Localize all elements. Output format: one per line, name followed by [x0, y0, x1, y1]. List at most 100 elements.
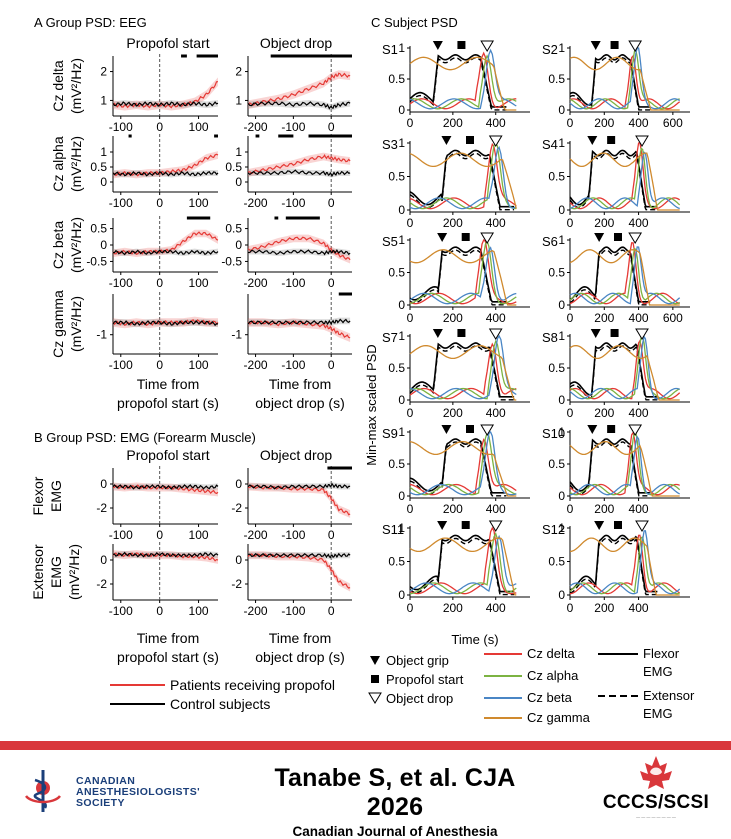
xlabel-propofol-line1: Time from: [137, 630, 199, 646]
flexor-emg-line: [409, 149, 515, 208]
y-tick-label: 0.5: [388, 266, 405, 280]
control-series-line: [247, 169, 351, 177]
y-tick-label: 0.5: [548, 555, 565, 569]
row-label-eeg: Cz beta: [50, 221, 66, 269]
propofol-start-marker: [607, 136, 616, 144]
y-tick-label: 0: [100, 553, 107, 567]
legend-band-label: Cz gamma: [527, 710, 591, 725]
y-tick-label: 0: [235, 175, 242, 189]
object-grip-marker: [590, 329, 601, 338]
y-tick-label: 0: [235, 553, 242, 567]
row-label-eeg: Cz alpha: [50, 136, 66, 191]
cas-logo: CANADIAN ANESTHESIOLOGISTS' SOCIETY: [18, 766, 248, 816]
y-tick-label: -2: [96, 501, 107, 515]
object-drop-marker: [628, 424, 643, 436]
extensor-emg-line: [569, 441, 651, 497]
xlabel-drop-line1: Time from: [269, 376, 331, 392]
y-tick-label: -0.5: [86, 254, 107, 268]
subject-plot-s2: 0 0.5 1 0 200 400 600 S2: [542, 40, 690, 130]
eeg-plot-r2-c0: -100 0 100 0 0.5 -0.5: [86, 216, 219, 290]
object-grip-marker: [441, 425, 452, 434]
y-tick-label: 0.5: [225, 160, 242, 174]
x-tick-label: 0: [567, 502, 574, 516]
flexor-emg-line: [569, 534, 658, 593]
y-tick-label: 0: [558, 203, 565, 217]
x-tick-label: -200: [244, 196, 268, 210]
row-label-units: (mV²/Hz): [68, 136, 84, 192]
propofol-ci-band: [248, 70, 351, 110]
subject-label: S12: [542, 522, 565, 537]
y-tick-label: 0.5: [388, 170, 405, 184]
y-tick-label: 1: [558, 233, 565, 247]
control-series-line: [112, 249, 219, 256]
subject-plot-s3: 0 0.5 1 0 200 400 S3: [382, 135, 530, 230]
x-tick-label: -200: [244, 358, 268, 372]
object-drop-marker: [635, 328, 649, 340]
x-tick-label: 200: [443, 311, 463, 325]
x-tick-label: 0: [567, 116, 574, 130]
x-tick-label: 100: [189, 276, 209, 290]
panel-c-ylabel: Min-max scaled PSD: [364, 344, 379, 465]
eeg-band-line: [409, 239, 517, 305]
y-tick-label: 0.5: [90, 160, 107, 174]
x-tick-label: -200: [244, 604, 268, 618]
x-tick-label: 0: [328, 276, 335, 290]
y-tick-label: 0.5: [388, 361, 405, 375]
eeg-band-line: [569, 344, 680, 401]
object-drop-marker: [488, 328, 503, 340]
cas-line-3: SOCIETY: [76, 797, 125, 809]
y-tick-label: 0.5: [388, 72, 405, 86]
y-tick-label: 0.5: [548, 266, 565, 280]
eeg-band-line: [409, 54, 517, 110]
y-tick-label: 0: [398, 588, 405, 602]
y-tick-label: 0: [398, 298, 405, 312]
eeg-band-line: [409, 344, 517, 401]
x-tick-label: 0: [407, 502, 414, 516]
eeg-band-line: [569, 56, 680, 111]
object-grip-marker: [587, 425, 598, 434]
propofol-start-marker: [610, 41, 619, 49]
eeg-band-line: [409, 430, 517, 496]
x-tick-label: 200: [443, 601, 463, 615]
eeg-band-line: [569, 49, 680, 110]
cccs-text: CCCS/SCSI: [602, 792, 710, 813]
legend-extensor-line1: Extensor: [643, 688, 695, 703]
x-tick-label: 400: [629, 311, 649, 325]
x-tick-label: 0: [156, 604, 163, 618]
row-label-eeg: Cz gamma: [50, 290, 66, 358]
eeg-plot-r3-c1: -200 -100 0 -1: [231, 292, 352, 372]
propofol-ci-band: [113, 77, 218, 111]
x-tick-label: 0: [328, 604, 335, 618]
x-tick-label: 400: [486, 406, 506, 420]
eeg-band-line: [409, 440, 517, 497]
object-drop-marker: [635, 135, 649, 147]
eeg-band-line: [409, 537, 517, 596]
y-tick-label: -1: [231, 328, 242, 342]
x-tick-label: 0: [156, 196, 163, 210]
object-drop-marker: [635, 520, 649, 532]
propofol-series-line: [112, 319, 219, 327]
x-tick-label: 0: [407, 216, 414, 230]
y-tick-label: 1: [398, 425, 405, 439]
subject-plot-s5: 0 0.5 1 0 200 400 S5: [382, 232, 530, 325]
x-tick-label: 0: [407, 406, 414, 420]
cas-line-1: CANADIAN: [76, 775, 136, 787]
eeg-band-line: [569, 249, 680, 306]
x-tick-label: 0: [567, 216, 574, 230]
eeg-band-line: [569, 47, 681, 110]
x-tick-label: 0: [156, 528, 163, 542]
eeg-plot-r0-c0: -100 0 100 2 1: [100, 54, 219, 134]
y-tick-label: 1: [100, 145, 107, 159]
x-tick-label: 200: [594, 311, 614, 325]
x-tick-label: -200: [244, 528, 268, 542]
propofol-start-marker: [614, 521, 622, 529]
object-grip-marker: [587, 136, 598, 145]
legend-object-grip: Object grip: [386, 653, 449, 668]
xlabel-drop-line2: object drop (s): [255, 649, 344, 665]
y-tick-label: 0: [558, 489, 565, 503]
row-label-emg: EMG: [48, 480, 64, 512]
y-tick-label: 2: [100, 65, 107, 79]
y-tick-label: 0: [100, 175, 107, 189]
propofol-start-marker: [461, 521, 470, 529]
col-title-object-drop: Object drop: [260, 447, 333, 463]
